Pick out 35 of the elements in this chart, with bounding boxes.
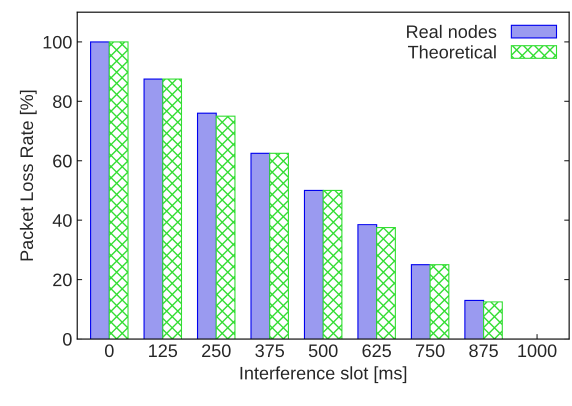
y-tick-label: 80 xyxy=(53,95,72,108)
y-tick-label: 20 xyxy=(53,274,72,286)
y-tick-label: 40 xyxy=(52,214,72,227)
x-tick-label: 0 xyxy=(104,344,114,358)
y-axis-title: Packet Loss Rate [%] xyxy=(20,90,37,260)
bar xyxy=(144,78,164,340)
legend-label: Theoretical xyxy=(408,45,496,59)
bar xyxy=(269,152,289,340)
bar xyxy=(250,152,270,340)
bar xyxy=(162,78,182,340)
bar xyxy=(90,41,110,340)
bar xyxy=(108,41,129,340)
x-tick-label: 625 xyxy=(362,344,391,358)
y-tick-label: 100 xyxy=(44,36,72,49)
x-tick-label: 750 xyxy=(416,344,444,358)
bar xyxy=(304,190,324,340)
x-axis-title: Interference slot [ms] xyxy=(240,366,406,384)
bar xyxy=(216,116,236,340)
bar xyxy=(357,224,378,340)
y-tick-label: 60 xyxy=(53,154,72,168)
x-tick-label: 875 xyxy=(469,344,498,358)
x-tick-label: 250 xyxy=(202,344,231,358)
x-tick-label: 375 xyxy=(255,344,284,358)
x-tick-label: 500 xyxy=(308,344,338,358)
x-tick-label: 125 xyxy=(149,344,178,358)
bar xyxy=(483,301,503,340)
bar xyxy=(322,190,342,340)
bar xyxy=(464,300,484,340)
legend-label: Real nodes xyxy=(407,24,496,38)
bar xyxy=(430,264,450,340)
bar xyxy=(196,112,217,340)
bar xyxy=(376,227,396,340)
x-tick-label: 1000 xyxy=(518,344,556,358)
y-tick-label: 0 xyxy=(63,332,72,346)
bar xyxy=(410,264,431,340)
